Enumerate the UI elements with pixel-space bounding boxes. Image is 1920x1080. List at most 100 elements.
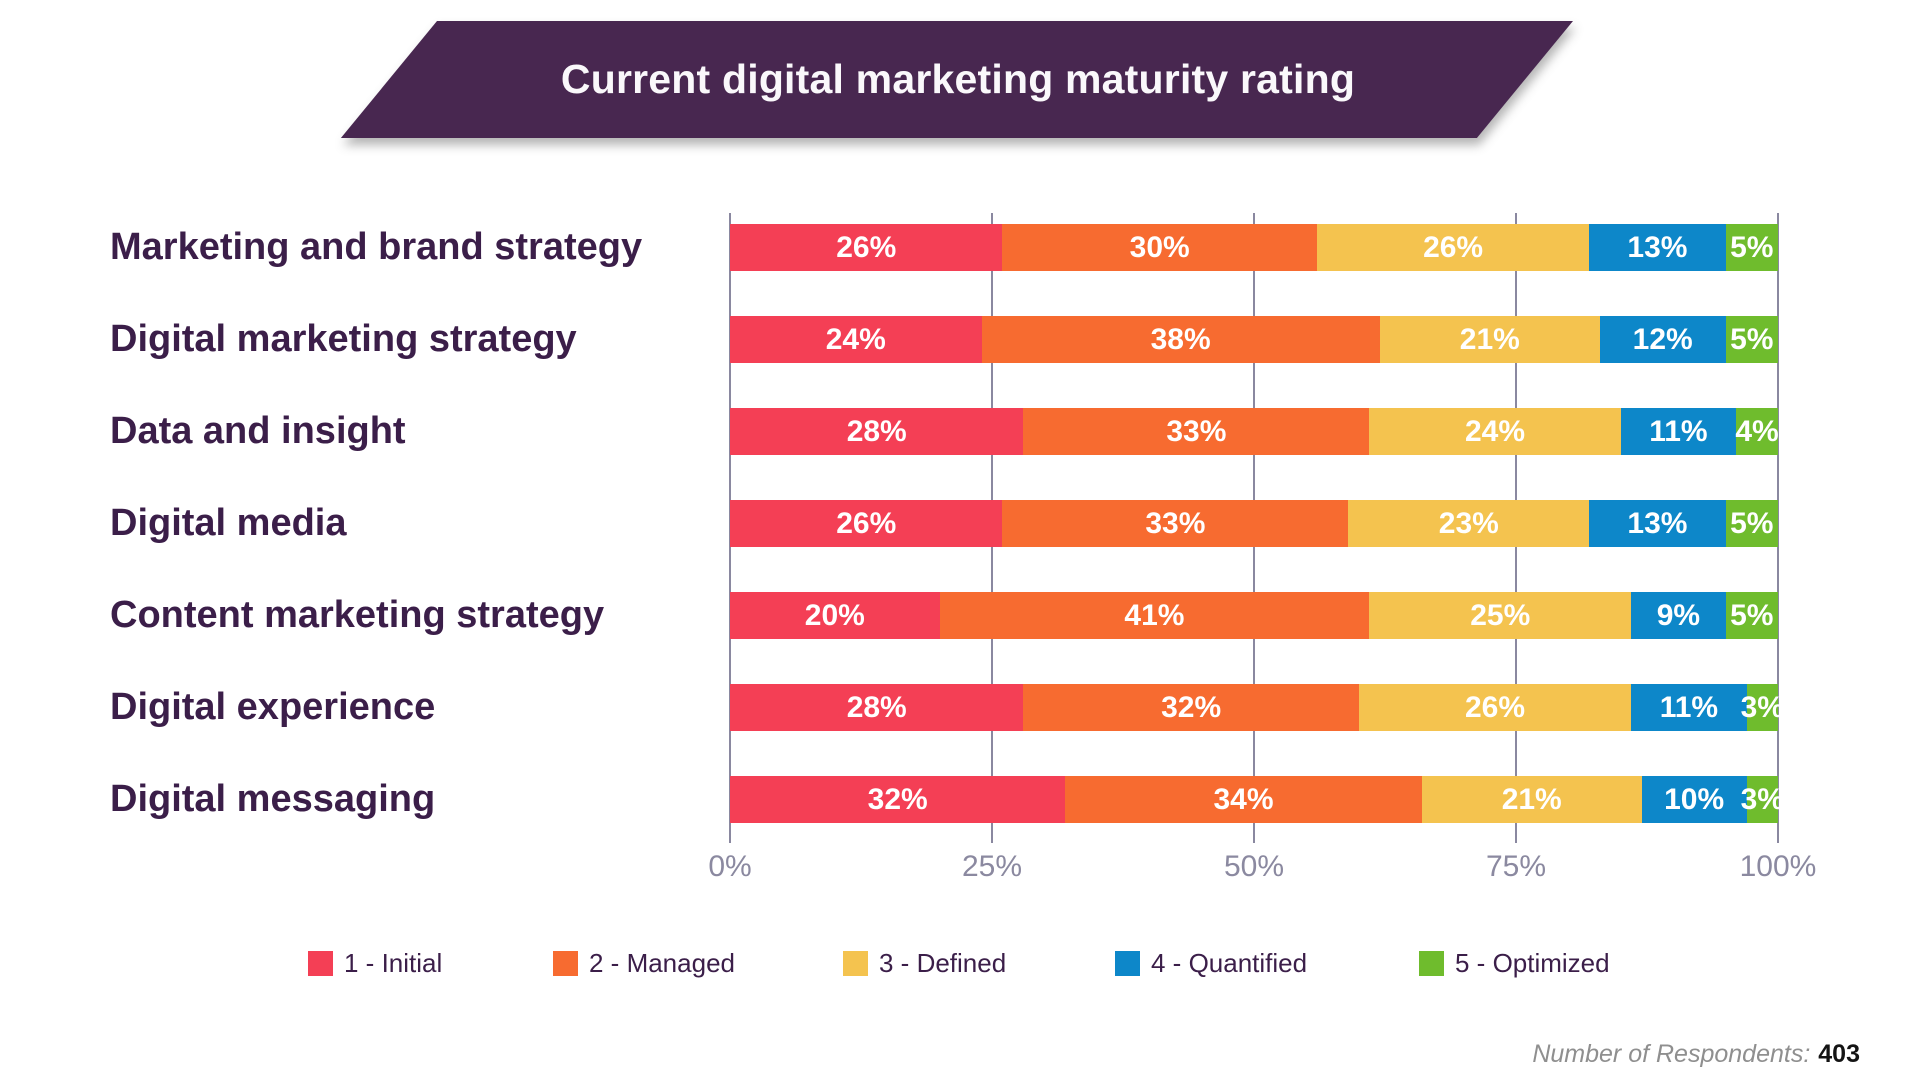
x-tick-label: 50%: [1223, 850, 1285, 883]
category-label: Digital experience: [110, 686, 436, 728]
bar-segment: 13%: [1589, 500, 1726, 547]
bar-segment: 11%: [1620, 408, 1737, 455]
bar-row: 28% 33% 24% 11% 4%: [730, 408, 1779, 455]
bar-segment-label: 26%: [836, 506, 897, 540]
respondents-count: 403: [1818, 1040, 1860, 1068]
legend-item: 2 - Managed: [553, 946, 735, 980]
bar-segment: 30%: [1002, 224, 1317, 271]
bar-segment-label: 28%: [846, 414, 907, 448]
bar-segment: 9%: [1631, 592, 1726, 639]
legend-swatch: [308, 950, 333, 976]
legend-item: 5 - Optimized: [1419, 946, 1610, 980]
bar-segment: 28%: [730, 684, 1024, 731]
bar-segment-label: 12%: [1632, 322, 1693, 356]
bar-row: 20% 41% 25% 9% 5%: [730, 592, 1778, 639]
bar-segment: 5%: [1725, 500, 1778, 547]
bar-segment: 28%: [730, 408, 1024, 455]
legend-swatch: [553, 950, 578, 976]
bar-segment: 11%: [1631, 684, 1747, 731]
category-label: Marketing and brand strategy: [110, 226, 643, 268]
bar-segment: 25%: [1369, 592, 1632, 639]
legend-label: 5 - Optimized: [1455, 947, 1610, 978]
bar-segment-label: 11%: [1649, 414, 1708, 448]
bar-segment: 5%: [1725, 592, 1778, 639]
gridline: [1777, 213, 1779, 843]
bar-segment: 26%: [1358, 684, 1632, 731]
bar-segment-label: 24%: [1465, 414, 1526, 448]
bar-segment-label: 9%: [1656, 598, 1701, 632]
category-label: Data and insight: [110, 410, 406, 452]
bar-segment-label: 25%: [1470, 598, 1531, 632]
respondents-note: Number of Respondents: 403: [1532, 1040, 1860, 1069]
legend-label: 4 - Quantified: [1151, 947, 1308, 978]
bar-segment-label: 10%: [1664, 782, 1725, 816]
bar-segment-label: 26%: [1423, 230, 1484, 264]
bar-segment-label: 3%: [1740, 782, 1784, 816]
bar-segment: 20%: [730, 592, 940, 639]
bar-segment-label: 21%: [1501, 782, 1562, 816]
bar-segment-label: 5%: [1730, 322, 1774, 356]
category-label: Digital marketing strategy: [110, 318, 577, 360]
bar-segment-label: 41%: [1124, 598, 1185, 632]
x-tick-label: 100%: [1739, 850, 1817, 883]
legend-item: 4 - Quantified: [1115, 946, 1307, 980]
legend-swatch: [843, 950, 868, 976]
bar-segment: 5%: [1725, 224, 1778, 271]
bar-row: 32% 34% 21% 10% 3%: [730, 776, 1784, 823]
bar-segment-label: 38%: [1150, 322, 1211, 356]
bar-segment-label: 5%: [1730, 230, 1774, 264]
bar-segment-label: 33%: [1166, 414, 1227, 448]
bar-segment: 5%: [1725, 316, 1778, 363]
bar-segment-label: 33%: [1145, 506, 1206, 540]
x-tick-label: 25%: [961, 850, 1023, 883]
bar-segment: 13%: [1589, 224, 1726, 271]
bar-segment-label: 23%: [1438, 506, 1499, 540]
bar-segment: 24%: [1369, 408, 1621, 455]
x-tick-label: 75%: [1485, 850, 1547, 883]
bar-segment: 3%: [1741, 776, 1784, 823]
legend-item: 1 - Initial: [308, 946, 442, 980]
bar-segment: 33%: [1002, 500, 1349, 547]
bar-segment-label: 30%: [1129, 230, 1190, 264]
bar-segment: 41%: [939, 592, 1370, 639]
bar-row: 28% 32% 26% 11% 3%: [730, 684, 1784, 731]
bar-segment-label: 34%: [1213, 782, 1274, 816]
bar-segment-label: 20%: [804, 598, 865, 632]
bar-segment: 26%: [730, 500, 1003, 547]
legend-label: 2 - Managed: [589, 947, 735, 978]
bar-segment: 26%: [1316, 224, 1590, 271]
bar-row: 24% 38% 21% 12% 5%: [730, 316, 1778, 363]
category-label: Content marketing strategy: [110, 594, 605, 636]
bar-segment: 10%: [1641, 776, 1747, 823]
bar-segment: 26%: [730, 224, 1003, 271]
bar-segment: 24%: [730, 316, 982, 363]
bar-row: 26% 33% 23% 13% 5%: [730, 500, 1778, 547]
bar-segment: 12%: [1599, 316, 1726, 363]
x-tick-label: 0%: [708, 850, 752, 883]
category-label: Digital media: [110, 502, 347, 544]
bar-segment-label: 32%: [867, 782, 928, 816]
bar-row: 26% 30% 26% 13% 5%: [730, 224, 1778, 271]
legend-item: 3 - Defined: [843, 946, 1006, 980]
legend-label: 1 - Initial: [344, 947, 443, 978]
bar-segment-label: 26%: [836, 230, 897, 264]
bar-segment-label: 3%: [1740, 690, 1784, 724]
bar-segment-label: 26%: [1465, 690, 1526, 724]
legend-swatch: [1419, 950, 1444, 976]
chart-title: Current digital marketing maturity ratin…: [560, 56, 1356, 102]
bar-segment-label: 5%: [1730, 598, 1774, 632]
respondents-label: Number of Respondents:: [1532, 1040, 1811, 1068]
bar-segment-label: 24%: [825, 322, 886, 356]
bar-segment: 34%: [1065, 776, 1422, 823]
bar-segment: 21%: [1379, 316, 1600, 363]
bar-segment-label: 11%: [1659, 690, 1719, 724]
bar-segment: 3%: [1741, 684, 1784, 731]
legend-label: 3 - Defined: [879, 947, 1007, 978]
bar-segment-label: 32%: [1161, 690, 1222, 724]
bar-segment-label: 4%: [1735, 414, 1779, 448]
bar-segment-label: 5%: [1730, 506, 1774, 540]
bar-segment: 32%: [730, 776, 1066, 823]
bar-segment: 21%: [1421, 776, 1642, 823]
bar-segment-label: 13%: [1627, 506, 1688, 540]
